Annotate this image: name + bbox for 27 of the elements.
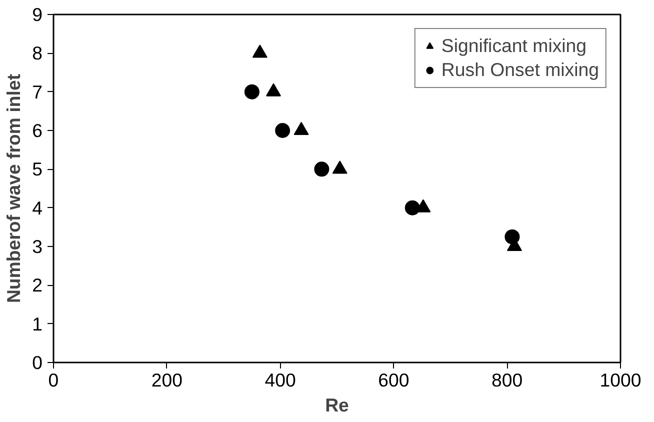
point (404, 200, 420, 216)
point (294, 122, 309, 136)
y-tick-label: 2 (32, 274, 43, 296)
legend-label: Significant mixing (441, 35, 587, 57)
point (252, 44, 268, 58)
x-tick-label: 400 (264, 370, 296, 390)
y-tick-label: 6 (32, 120, 43, 141)
y-tick-label: 9 (32, 4, 43, 25)
x-tick-label: 800 (492, 370, 523, 390)
x-tick-label: 600 (378, 370, 410, 390)
point (504, 229, 520, 244)
x-axis-title: Re (325, 394, 349, 416)
point (314, 162, 330, 177)
x-tick-label: 200 (151, 370, 182, 390)
point (332, 160, 348, 174)
y-tick-label: 4 (32, 197, 43, 218)
legend-label: Rush Onset mixing (441, 59, 599, 81)
y-axis-title: Numberof wave from inlet (3, 74, 24, 304)
y-tick-label: 1 (32, 313, 43, 334)
y-tick-label: 8 (32, 42, 43, 64)
y-tick-label: 3 (32, 236, 43, 257)
x-tick-label: 1000 (600, 370, 642, 390)
y-tick-label: 5 (32, 158, 43, 180)
x-tick-label: 0 (48, 370, 59, 390)
y-tick-label: 0 (32, 352, 43, 373)
y-tick-label: 7 (32, 81, 43, 102)
point (266, 83, 281, 96)
